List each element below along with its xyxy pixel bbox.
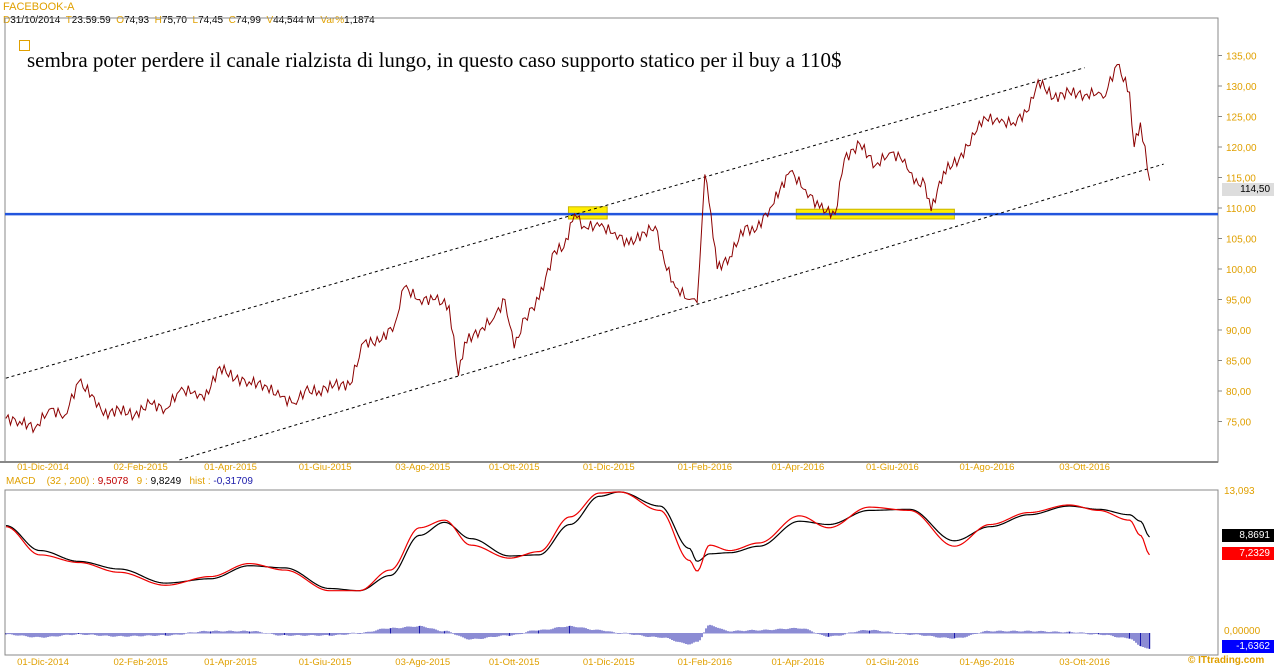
macd-x-tick-label: 01-Feb-2016 — [678, 657, 732, 668]
macd-x-tick-label: 01-Apr-2015 — [204, 657, 257, 668]
var-label: Var% — [320, 15, 345, 26]
quote-bar: D31/10/2014 T23:59:59 O74,93 H75,70 L74,… — [3, 15, 375, 27]
x-tick-label: 03-Ott-2016 — [1059, 462, 1110, 473]
x-tick-label: 01-Giu-2015 — [299, 462, 352, 473]
macd-x-tick-label: 01-Dic-2014 — [17, 657, 69, 668]
y-tick-label: 75,00 — [1226, 418, 1251, 429]
signal-value: 9,8249 — [150, 476, 182, 487]
x-tick-label: 01-Dic-2015 — [583, 462, 635, 473]
macd-x-tick-label: 01-Ago-2016 — [959, 657, 1014, 668]
x-tick-label: 02-Feb-2015 — [113, 462, 167, 473]
macd-x-tick-label: 01-Ott-2015 — [489, 657, 540, 668]
close-value: 74,99 — [235, 15, 261, 26]
annotation-checkbox[interactable] — [19, 40, 30, 51]
x-tick-label: 01-Feb-2016 — [678, 462, 732, 473]
annotation-text: sembra poter perdere il canale rialzista… — [27, 48, 842, 72]
y-tick-label: 85,00 — [1226, 357, 1251, 368]
macd-x-tick-label: 01-Apr-2016 — [771, 657, 824, 668]
x-tick-label: 01-Giu-2016 — [866, 462, 919, 473]
hist-value: -0,31709 — [213, 476, 253, 487]
macd-x-tick-label: 01-Giu-2016 — [866, 657, 919, 668]
macd-header: MACD (32 , 200) : 9,5078 9 : 9,8249 hist… — [6, 476, 253, 488]
macd-x-tick-label: 01-Dic-2015 — [583, 657, 635, 668]
y-tick-label: 120,00 — [1226, 143, 1257, 154]
y-tick-label: 105,00 — [1226, 235, 1257, 246]
macd-x-tick-label: 02-Feb-2015 — [113, 657, 167, 668]
macd-axis-zero: 0,00000 — [1224, 626, 1261, 637]
x-tick-label: 01-Apr-2016 — [771, 462, 824, 473]
channel-lower-line — [179, 163, 1164, 461]
macd-x-tick-label: 03-Ott-2016 — [1059, 657, 1110, 668]
volume-value: 44,544 M — [273, 15, 315, 26]
var-value: 1,1874 — [344, 15, 375, 26]
last-price-tag: 114,50 — [1222, 183, 1274, 196]
macd-line — [5, 491, 1150, 592]
x-tick-label: 01-Dic-2014 — [17, 462, 69, 473]
signal-tag: 8,8691 — [1222, 529, 1274, 542]
open-label: O — [116, 15, 125, 26]
macd-panel-frame — [4, 489, 1219, 656]
y-tick-label: 130,00 — [1226, 82, 1257, 93]
channel-upper-line — [5, 67, 1085, 379]
x-tick-label: 01-Apr-2015 — [204, 462, 257, 473]
time-label: T — [65, 15, 72, 26]
signal-line — [5, 491, 1150, 592]
macd-x-tick-label: 03-Ago-2015 — [395, 657, 450, 668]
hist-label: hist : — [189, 476, 211, 487]
high-value: 75,70 — [161, 15, 187, 26]
y-tick-label: 95,00 — [1226, 296, 1251, 307]
date-value: 31/10/2014 — [10, 15, 61, 26]
close-label: C — [228, 15, 236, 26]
x-tick-label: 01-Ott-2015 — [489, 462, 540, 473]
volume-label: V — [266, 15, 274, 26]
y-tick-label: 100,00 — [1226, 265, 1257, 276]
low-value: 74,45 — [198, 15, 224, 26]
x-tick-label: 01-Ago-2016 — [959, 462, 1014, 473]
hist-tag: -1,6362 — [1222, 640, 1274, 653]
y-tick-label: 125,00 — [1226, 113, 1257, 124]
time-value: 23:59:59 — [71, 15, 111, 26]
macd-tag: 7,2329 — [1222, 547, 1274, 560]
signal-label: 9 : — [136, 476, 148, 487]
macd-axis-top: 13,093 — [1224, 486, 1255, 497]
y-tick-label: 90,00 — [1226, 326, 1251, 337]
macd-params: (32 , 200) : — [46, 476, 95, 487]
open-value: 74,93 — [124, 15, 150, 26]
date-label: D — [3, 15, 11, 26]
price-line — [5, 63, 1151, 434]
x-tick-label: 03-Ago-2015 — [395, 462, 450, 473]
symbol-title: FACEBOOK-A — [3, 1, 75, 13]
y-tick-label: 110,00 — [1226, 204, 1256, 215]
macd-value: 9,5078 — [97, 476, 129, 487]
low-label: L — [192, 15, 199, 26]
y-tick-label: 115,00 — [1226, 174, 1256, 185]
copyright: © ITtrading.com — [1188, 655, 1265, 666]
price-panel-frame — [4, 17, 1219, 463]
y-tick-label: 135,00 — [1226, 52, 1257, 63]
macd-x-tick-label: 01-Giu-2015 — [299, 657, 352, 668]
macd-name: MACD — [6, 476, 36, 487]
high-label: H — [154, 15, 162, 26]
y-tick-label: 80,00 — [1226, 387, 1251, 398]
